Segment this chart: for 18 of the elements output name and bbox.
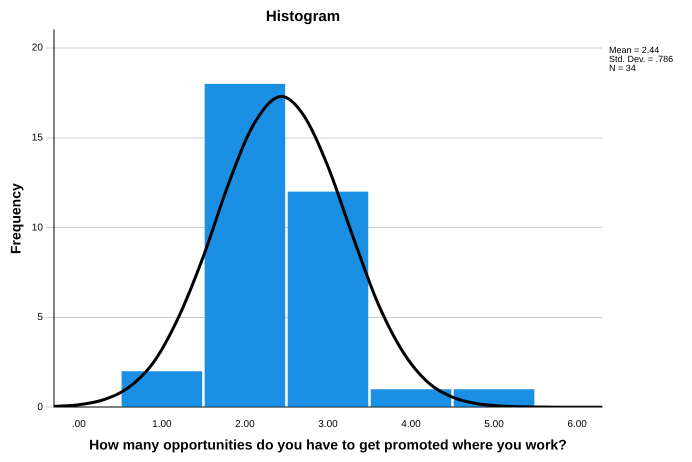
y-tick-label: 15 xyxy=(32,132,44,144)
y-tick-label: 10 xyxy=(32,222,44,234)
y-tick-label: 5 xyxy=(37,312,44,324)
chart-title: Histogram xyxy=(266,8,340,26)
text: Mean = 2.44 xyxy=(609,45,660,55)
x-tick-label: 6.00 xyxy=(567,418,588,430)
y-tick-label: 0 xyxy=(37,402,44,413)
x-axis-title: How many opportunities do you have to get promoted where you work? xyxy=(89,436,567,452)
x-tick-label: .00 xyxy=(72,418,86,430)
x-tick-label: 1.00 xyxy=(152,418,172,430)
text: N = 34 xyxy=(609,63,637,73)
x-tick-label: 4.00 xyxy=(401,418,422,430)
y-tick-label: 20 xyxy=(32,42,44,54)
x-tick-label: 5.00 xyxy=(484,418,504,430)
x-tick-label: 2.00 xyxy=(235,418,256,430)
x-tick-label: 3.00 xyxy=(318,418,338,430)
text: Std. Dev. = .786 xyxy=(609,54,674,64)
y-axis-title: Frequency xyxy=(7,182,24,254)
